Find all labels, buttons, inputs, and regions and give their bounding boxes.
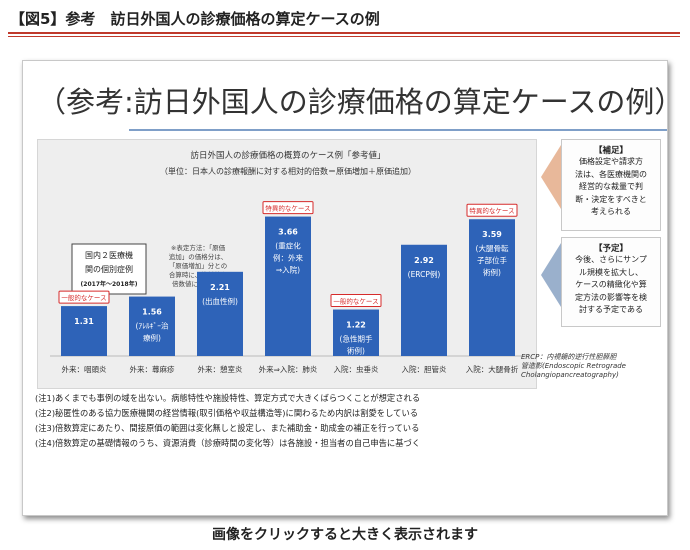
bar-value-label: 1.56 bbox=[142, 308, 162, 317]
ercp-abbreviation-note: ERCP：内視鏡的逆行性胆膵胆 管造影(Endoscopic Retrograde… bbox=[521, 353, 661, 380]
plan-callout: 【予定】 今後、さらにサンプ ル規模を拡大し、 ケースの精緻化や算 定方法の影響等を検… bbox=[561, 237, 661, 327]
supplement-line: 価格設定や請求方 bbox=[579, 157, 643, 166]
case-tag-box bbox=[466, 203, 518, 217]
bar bbox=[469, 219, 515, 356]
category-label: 入院：大腿骨折 bbox=[466, 364, 519, 374]
bar-note-line: 術例) bbox=[347, 346, 365, 356]
click-to-enlarge-caption: 画像をクリックすると大きく表示されます bbox=[212, 527, 478, 543]
footnote-3: (注3)倍数算定にあたり、間接原価の範囲は変化無しと設定し、また補助金・助成金の… bbox=[35, 423, 420, 433]
case-tag-box bbox=[330, 294, 382, 308]
bar-value-label: 1.22 bbox=[346, 321, 366, 330]
chart-panel: 訪日外国人の診療価格の概算のケース例「参考値」 （単位：日本人の診療報酬に対する相… bbox=[37, 139, 537, 389]
bar-value-label: 2.21 bbox=[210, 283, 230, 292]
plan-line: 今後、さらにサンプ bbox=[575, 255, 647, 264]
bar-note-line: (急性期手 bbox=[340, 334, 373, 344]
header-rule-thin bbox=[8, 36, 680, 37]
footnote-4: (注4)倍数算定の基礎情報のうち、資源消費（診療時間の変化等）は各施設・担当者の… bbox=[35, 438, 421, 448]
plan-line: 定方法の影響等を検 bbox=[575, 292, 647, 302]
abbreviation-line: ERCP：内視鏡的逆行性胆膵胆 bbox=[521, 353, 617, 361]
legend-box-line: 国内２医療機 bbox=[85, 250, 133, 260]
method-note-line: 「原価増加」分との bbox=[169, 261, 227, 270]
bar-note-line: 例：外来 bbox=[273, 253, 303, 263]
plan-line: 討する予定である bbox=[579, 305, 643, 314]
category-label: 外来⇒入院：肺炎 bbox=[259, 364, 318, 374]
supplement-arrow-tab bbox=[541, 145, 561, 209]
legend-box-line: (2017年～2018年) bbox=[81, 280, 138, 288]
supplement-line: 考えられる bbox=[591, 207, 631, 216]
plan-body: 今後、さらにサンプ ル規模を拡大し、 ケースの精緻化や算 定方法の影響等を検 討する予定… bbox=[562, 254, 660, 317]
method-note-line: 追加」の価格分は、 bbox=[169, 252, 228, 261]
case-tag-label: 一般的なケース bbox=[333, 297, 378, 306]
legend-box-line: 関の個別症例 bbox=[85, 264, 133, 274]
slide-title: （参考:訪日外国人の診療価格の算定ケースの例） bbox=[37, 85, 668, 119]
bar-note-line: 子部位手 bbox=[477, 255, 507, 265]
bar-value-label: 2.92 bbox=[414, 256, 434, 265]
bar-value-label: 3.66 bbox=[278, 228, 298, 237]
bar-note-line: (重症化 bbox=[275, 241, 301, 251]
bar-note-line: (出血性例) bbox=[202, 296, 238, 306]
bar-chart: 訪日外国人の診療価格の概算のケース例「参考値」 （単位：日本人の診療報酬に対する相… bbox=[50, 150, 526, 374]
supplement-line: 断・決定をすべきと bbox=[575, 194, 647, 204]
chart-subtitle: （単位：日本人の診療報酬に対する相対的倍数＝原価増加＋原価追加） bbox=[160, 166, 416, 176]
chart-title: 訪日外国人の診療価格の概算のケース例「参考値」 bbox=[190, 150, 385, 161]
bar bbox=[129, 296, 175, 356]
bar bbox=[333, 309, 379, 356]
abbreviation-line: Cholangiopancreatography) bbox=[521, 371, 619, 379]
bar-value-label: 3.59 bbox=[482, 230, 502, 239]
slide-title-rule bbox=[129, 129, 667, 131]
bar-value-label: 1.31 bbox=[74, 317, 94, 326]
bar-note-line: 術例) bbox=[483, 267, 501, 277]
supplement-callout: 【補足】 価格設定や請求方 法は、各医療機関の 経営的な裁量で判 断・決定をすべきと考… bbox=[561, 139, 661, 231]
footnote-2: (注2)秘匿性のある協力医療機関の経営情報(取引価格や収益構造等)に関わるため内… bbox=[35, 408, 419, 418]
case-tag-box bbox=[262, 201, 314, 215]
bar-note-line: ⇒入院) bbox=[276, 265, 300, 275]
plan-line: ル規模を拡大し、 bbox=[579, 267, 643, 277]
bar bbox=[265, 216, 311, 356]
category-label: 外来：憩室炎 bbox=[198, 364, 243, 374]
page-header-title: 【図5】参考 訪日外国人の診療価格の算定ケースの例 bbox=[10, 10, 380, 28]
supplement-line: 経営的な裁量で判 bbox=[579, 182, 643, 191]
bar bbox=[61, 306, 107, 356]
footnote-1: (注1)あくまでも事例の域を出ない。病態特性や施設特性、算定方式で大きくばらつく… bbox=[35, 393, 421, 403]
plan-arrow-tab bbox=[541, 243, 561, 307]
bar-note-line: (ｱﾚﾙｷﾞｰ治 bbox=[136, 321, 169, 331]
case-tag-box bbox=[58, 290, 110, 304]
bar bbox=[401, 244, 447, 356]
case-tag-label: 特異的なケース bbox=[469, 206, 514, 215]
method-note-line: ※表定方法：「原価 bbox=[171, 243, 226, 252]
supplement-title: 【補足】 bbox=[593, 146, 628, 156]
bar-note-line: (大腿骨転 bbox=[476, 243, 509, 253]
bar-note-line: (ERCP例) bbox=[408, 269, 441, 279]
category-label: 入院：虫垂炎 bbox=[334, 364, 379, 374]
footnotes: (注1)あくまでも事例の域を出ない。病態特性や施設特性、算定方式で大きくばらつく… bbox=[35, 391, 665, 451]
abbreviation-line: 管造影(Endoscopic Retrograde bbox=[521, 362, 626, 370]
bar-note-line: 療例) bbox=[143, 333, 161, 343]
category-label: 入院：胆管炎 bbox=[402, 364, 447, 374]
bar bbox=[197, 271, 243, 356]
plan-line: ケースの精緻化や算 bbox=[575, 280, 647, 289]
plan-title: 【予定】 bbox=[593, 244, 628, 254]
supplement-line: 法は、各医療機関の bbox=[575, 169, 647, 179]
header-rule bbox=[8, 32, 680, 34]
supplement-body: 価格設定や請求方 法は、各医療機関の 経営的な裁量で判 断・決定をすべきと 考えられる bbox=[562, 156, 660, 219]
category-label: 外来：咽頭炎 bbox=[62, 364, 107, 374]
case-tag-label: 特異的なケース bbox=[265, 204, 310, 213]
slide-image[interactable]: （参考:訪日外国人の診療価格の算定ケースの例） 訪日外国人の診療価格の概算のケー… bbox=[22, 60, 668, 516]
category-label: 外来：蕁麻疹 bbox=[130, 364, 175, 374]
case-tag-label: 一般的なケース bbox=[61, 293, 106, 302]
